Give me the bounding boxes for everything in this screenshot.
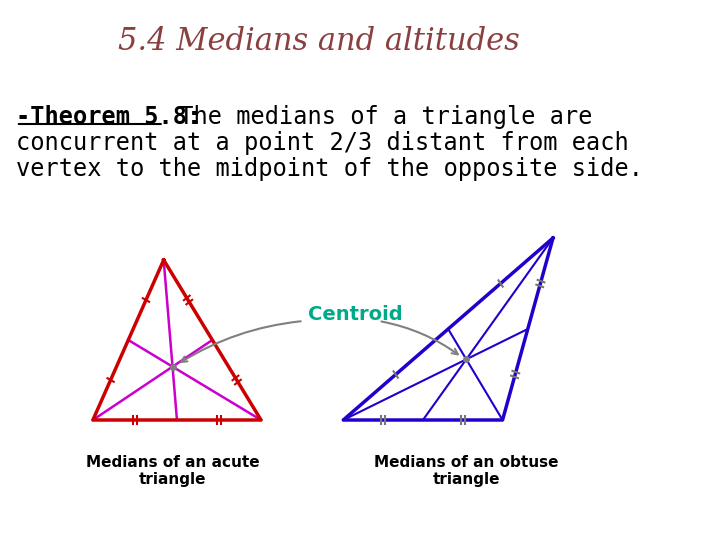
Text: concurrent at a point 2/3 distant from each: concurrent at a point 2/3 distant from e… (16, 131, 629, 155)
Text: Medians of an acute
triangle: Medians of an acute triangle (86, 455, 259, 488)
Text: -Theorem 5.8:: -Theorem 5.8: (16, 105, 201, 129)
Text: Centroid: Centroid (308, 306, 402, 325)
Text: vertex to the midpoint of the opposite side.: vertex to the midpoint of the opposite s… (16, 157, 643, 181)
Text: 5.4 Medians and altitudes: 5.4 Medians and altitudes (117, 26, 519, 57)
Text: The medians of a triangle are: The medians of a triangle are (166, 105, 593, 129)
Text: Medians of an obtuse
triangle: Medians of an obtuse triangle (374, 455, 559, 488)
